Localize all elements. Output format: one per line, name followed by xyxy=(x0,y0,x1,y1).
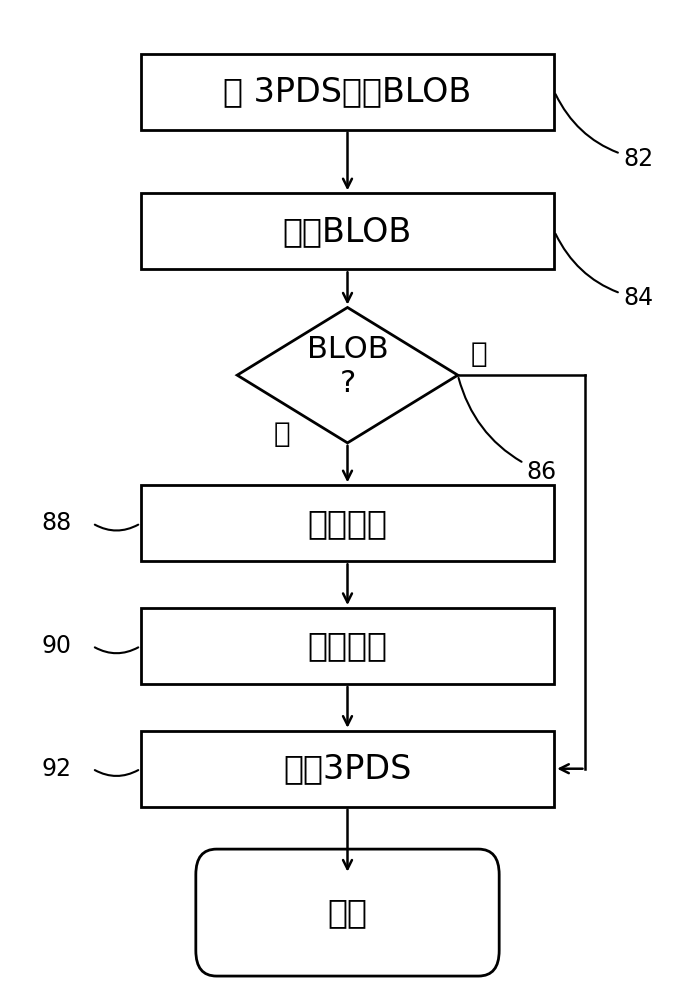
Text: 是: 是 xyxy=(274,420,291,448)
Bar xyxy=(140,485,555,561)
Text: 82: 82 xyxy=(555,94,653,171)
Text: 90: 90 xyxy=(42,634,72,658)
Text: 验证下载: 验证下载 xyxy=(307,629,388,662)
Text: 86: 86 xyxy=(459,378,557,484)
Text: 否: 否 xyxy=(471,340,486,368)
Text: 检查BLOB: 检查BLOB xyxy=(283,215,412,248)
Text: 88: 88 xyxy=(42,511,72,535)
FancyBboxPatch shape xyxy=(196,849,499,976)
Bar xyxy=(140,193,555,269)
Text: 84: 84 xyxy=(555,234,653,310)
Text: BLOB
?: BLOB ? xyxy=(306,335,389,398)
Text: 92: 92 xyxy=(42,757,72,781)
Bar xyxy=(140,731,555,807)
Text: 向 3PDS供应BLOB: 向 3PDS供应BLOB xyxy=(223,75,472,108)
Bar xyxy=(140,608,555,684)
Polygon shape xyxy=(237,307,458,443)
Text: 标记3PDS: 标记3PDS xyxy=(284,752,411,785)
Text: 开始下载: 开始下载 xyxy=(307,507,388,540)
Text: 结束: 结束 xyxy=(327,896,368,929)
Bar xyxy=(140,54,555,130)
